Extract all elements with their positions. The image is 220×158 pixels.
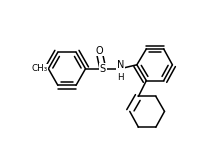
Text: N: N [117, 60, 124, 70]
Text: S: S [100, 64, 106, 74]
Text: H: H [117, 73, 124, 82]
Text: CH₃: CH₃ [31, 64, 48, 73]
Text: O: O [95, 46, 103, 56]
